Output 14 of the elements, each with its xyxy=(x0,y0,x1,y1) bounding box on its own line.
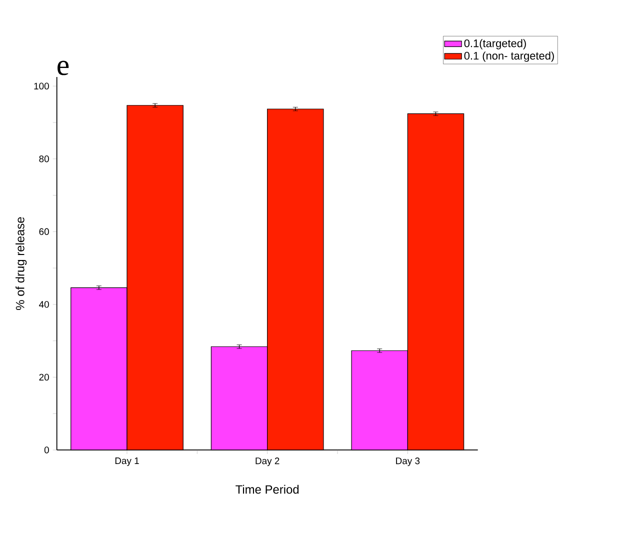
x-tick-label: Day 3 xyxy=(396,458,420,466)
y-tick-label: 100 xyxy=(34,82,49,90)
legend-label: 0.1(targeted) xyxy=(464,39,526,50)
y-tick-label: 80 xyxy=(39,156,49,162)
x-tick-label: Day 1 xyxy=(115,458,139,466)
text: e xyxy=(58,60,69,76)
x-tick-label: Day 2 xyxy=(256,458,280,466)
y-tick-label: 0 xyxy=(44,446,49,454)
x-axis-title: Time Period xyxy=(236,484,299,494)
y-tick-label: 60 xyxy=(39,228,49,235)
legend-label: 0.1 (non- targeted) xyxy=(464,52,554,62)
y-tick-label: 40 xyxy=(39,301,49,308)
y-axis-title: % of drug release xyxy=(16,217,27,310)
y-tick-label: 20 xyxy=(39,374,49,381)
